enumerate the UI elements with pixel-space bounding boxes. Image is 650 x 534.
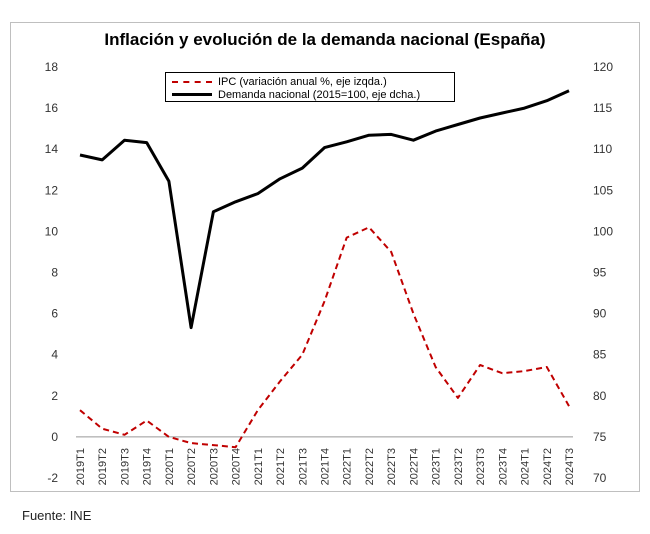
left-tick-label: 16: [45, 101, 59, 115]
series-layer: [79, 89, 570, 449]
x-tick-label: 2019T4: [142, 448, 154, 485]
left-tick-label: 6: [51, 307, 58, 321]
x-tick-label: 2020T4: [231, 448, 243, 485]
x-tick-label: 2022T3: [386, 448, 398, 485]
x-tick-label: 2019T3: [119, 448, 131, 485]
x-tick-label: 2021T2: [275, 448, 287, 485]
x-tick-label: 2021T4: [320, 448, 332, 485]
x-tick-label: 2022T1: [342, 448, 354, 485]
right-tick-label: 85: [593, 348, 607, 362]
legend-label-demanda: Demanda nacional (2015=100, eje dcha.): [218, 88, 421, 101]
left-tick-label: 12: [45, 183, 59, 197]
left-tick-label: 0: [51, 430, 58, 444]
legend-entry-ipc: IPC (variación anual %, eje izqda.): [172, 75, 448, 88]
series-line-ipc: [79, 226, 570, 449]
x-tick-label: 2024T1: [520, 448, 532, 485]
x-tick-label: 2021T1: [253, 448, 265, 485]
legend-entry-demanda: Demanda nacional (2015=100, eje dcha.): [172, 88, 448, 101]
x-tick-label: 2023T4: [497, 448, 509, 485]
x-tick-label: 2022T4: [408, 448, 420, 485]
x-tick-label: 2023T3: [475, 448, 487, 485]
left-tick-label: 10: [45, 224, 59, 238]
x-tick-label: 2019T1: [75, 448, 87, 485]
left-tick-label: 14: [45, 142, 59, 156]
right-axis: 70 75 80 85 90 95 100 105 110 115 120: [593, 60, 613, 485]
right-tick-label: 100: [593, 224, 613, 238]
legend-label-ipc: IPC (variación anual %, eje izqda.): [218, 75, 387, 88]
chart-title: Inflación y evolución de la demanda naci…: [104, 30, 546, 49]
right-tick-label: 90: [593, 307, 607, 321]
x-tick-label: 2021T3: [297, 448, 309, 485]
right-tick-label: 95: [593, 266, 607, 280]
x-axis: 2019T1 2019T2 2019T3 2019T4 2020T1 2020T2 2020…: [75, 448, 576, 485]
legend: IPC (variación anual %, eje izqda.) Dema…: [165, 72, 455, 102]
x-tick-label: 2022T2: [364, 448, 376, 485]
x-tick-label: 2020T1: [164, 448, 176, 485]
left-tick-label: -2: [47, 471, 58, 485]
right-tick-label: 80: [593, 389, 607, 403]
left-tick-label: 18: [45, 60, 59, 74]
right-tick-label: 70: [593, 471, 607, 485]
right-tick-label: 120: [593, 60, 613, 74]
left-tick-label: 4: [51, 348, 58, 362]
x-tick-label: 2023T1: [431, 448, 443, 485]
right-tick-label: 110: [593, 142, 612, 156]
x-tick-label: 2023T2: [453, 448, 465, 485]
left-tick-label: 8: [51, 266, 58, 280]
x-tick-label: 2020T2: [186, 448, 198, 485]
series-line-demanda: [79, 89, 570, 330]
left-axis: -2 0 2 4 6 8 10 12 14 16 18: [45, 60, 59, 485]
source-note: Fuente: INE: [22, 508, 92, 523]
legend-swatch-solid: [172, 93, 212, 96]
right-tick-label: 115: [593, 101, 612, 115]
x-tick-label: 2024T3: [564, 448, 576, 485]
right-tick-label: 75: [593, 430, 607, 444]
x-tick-label: 2020T3: [208, 448, 220, 485]
legend-swatch-dashed: [172, 80, 212, 83]
left-tick-label: 2: [51, 389, 58, 403]
right-tick-label: 105: [593, 183, 613, 197]
x-tick-label: 2019T2: [97, 448, 109, 485]
x-tick-label: 2024T2: [542, 448, 554, 485]
